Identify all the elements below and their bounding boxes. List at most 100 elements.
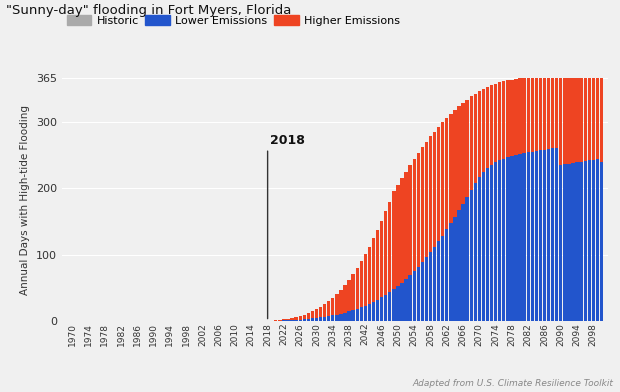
- Bar: [323, 304, 326, 321]
- Bar: [458, 106, 461, 321]
- Bar: [494, 84, 497, 321]
- Bar: [555, 78, 559, 321]
- Bar: [368, 247, 371, 321]
- Bar: [339, 290, 343, 321]
- Bar: [290, 320, 294, 321]
- Bar: [469, 96, 473, 321]
- Bar: [523, 78, 526, 321]
- Bar: [323, 317, 326, 321]
- Bar: [412, 271, 416, 321]
- Bar: [360, 261, 363, 321]
- Bar: [575, 162, 578, 321]
- Bar: [477, 177, 481, 321]
- Bar: [567, 163, 570, 321]
- Bar: [469, 190, 473, 321]
- Bar: [502, 82, 505, 321]
- Bar: [401, 283, 404, 321]
- Bar: [518, 154, 521, 321]
- Bar: [401, 178, 404, 321]
- Bar: [600, 162, 603, 321]
- Bar: [368, 304, 371, 321]
- Bar: [559, 165, 562, 321]
- Bar: [458, 210, 461, 321]
- Bar: [518, 78, 521, 321]
- Bar: [547, 78, 550, 321]
- Bar: [298, 316, 302, 321]
- Bar: [486, 168, 489, 321]
- Bar: [591, 78, 595, 321]
- Bar: [352, 310, 355, 321]
- Text: 2018: 2018: [270, 134, 305, 147]
- Bar: [437, 241, 440, 321]
- Bar: [327, 316, 330, 321]
- Bar: [543, 78, 546, 321]
- Bar: [364, 254, 367, 321]
- Bar: [307, 319, 310, 321]
- Bar: [441, 122, 445, 321]
- Bar: [282, 320, 286, 321]
- Bar: [466, 197, 469, 321]
- Bar: [396, 286, 399, 321]
- Bar: [449, 223, 453, 321]
- Bar: [319, 307, 322, 321]
- Text: "Sunny-day" flooding in Fort Myers, Florida: "Sunny-day" flooding in Fort Myers, Flor…: [6, 4, 291, 17]
- Bar: [384, 295, 388, 321]
- Bar: [376, 230, 379, 321]
- Bar: [409, 275, 412, 321]
- Bar: [555, 148, 559, 321]
- Bar: [445, 229, 448, 321]
- Bar: [551, 148, 554, 321]
- Bar: [331, 298, 334, 321]
- Bar: [335, 314, 339, 321]
- Bar: [274, 320, 277, 321]
- Bar: [498, 82, 502, 321]
- Bar: [372, 238, 375, 321]
- Text: Adapted from U.S. Climate Resilience Toolkit: Adapted from U.S. Climate Resilience Too…: [413, 379, 614, 388]
- Bar: [539, 150, 542, 321]
- Bar: [490, 165, 494, 321]
- Bar: [294, 320, 298, 321]
- Bar: [510, 80, 513, 321]
- Bar: [315, 318, 318, 321]
- Bar: [580, 162, 583, 321]
- Bar: [311, 318, 314, 321]
- Bar: [355, 268, 359, 321]
- Bar: [474, 94, 477, 321]
- Bar: [421, 147, 424, 321]
- Bar: [531, 78, 534, 321]
- Bar: [343, 285, 347, 321]
- Bar: [360, 307, 363, 321]
- Bar: [372, 302, 375, 321]
- Bar: [437, 127, 440, 321]
- Bar: [588, 160, 591, 321]
- Bar: [526, 78, 530, 321]
- Bar: [307, 313, 310, 321]
- Bar: [575, 78, 578, 321]
- Legend: Historic, Lower Emissions, Higher Emissions: Historic, Lower Emissions, Higher Emissi…: [62, 11, 405, 31]
- Bar: [571, 78, 575, 321]
- Bar: [286, 319, 290, 321]
- Bar: [388, 201, 391, 321]
- Bar: [303, 315, 306, 321]
- Bar: [429, 252, 432, 321]
- Bar: [534, 78, 538, 321]
- Bar: [523, 153, 526, 321]
- Bar: [515, 155, 518, 321]
- Bar: [335, 294, 339, 321]
- Bar: [539, 78, 542, 321]
- Bar: [425, 257, 428, 321]
- Bar: [298, 319, 302, 321]
- Bar: [588, 78, 591, 321]
- Bar: [453, 217, 456, 321]
- Bar: [551, 78, 554, 321]
- Bar: [466, 100, 469, 321]
- Bar: [392, 191, 396, 321]
- Bar: [486, 87, 489, 321]
- Bar: [404, 279, 408, 321]
- Bar: [364, 306, 367, 321]
- Bar: [417, 153, 420, 321]
- Bar: [417, 267, 420, 321]
- Bar: [311, 311, 314, 321]
- Bar: [526, 152, 530, 321]
- Bar: [490, 85, 494, 321]
